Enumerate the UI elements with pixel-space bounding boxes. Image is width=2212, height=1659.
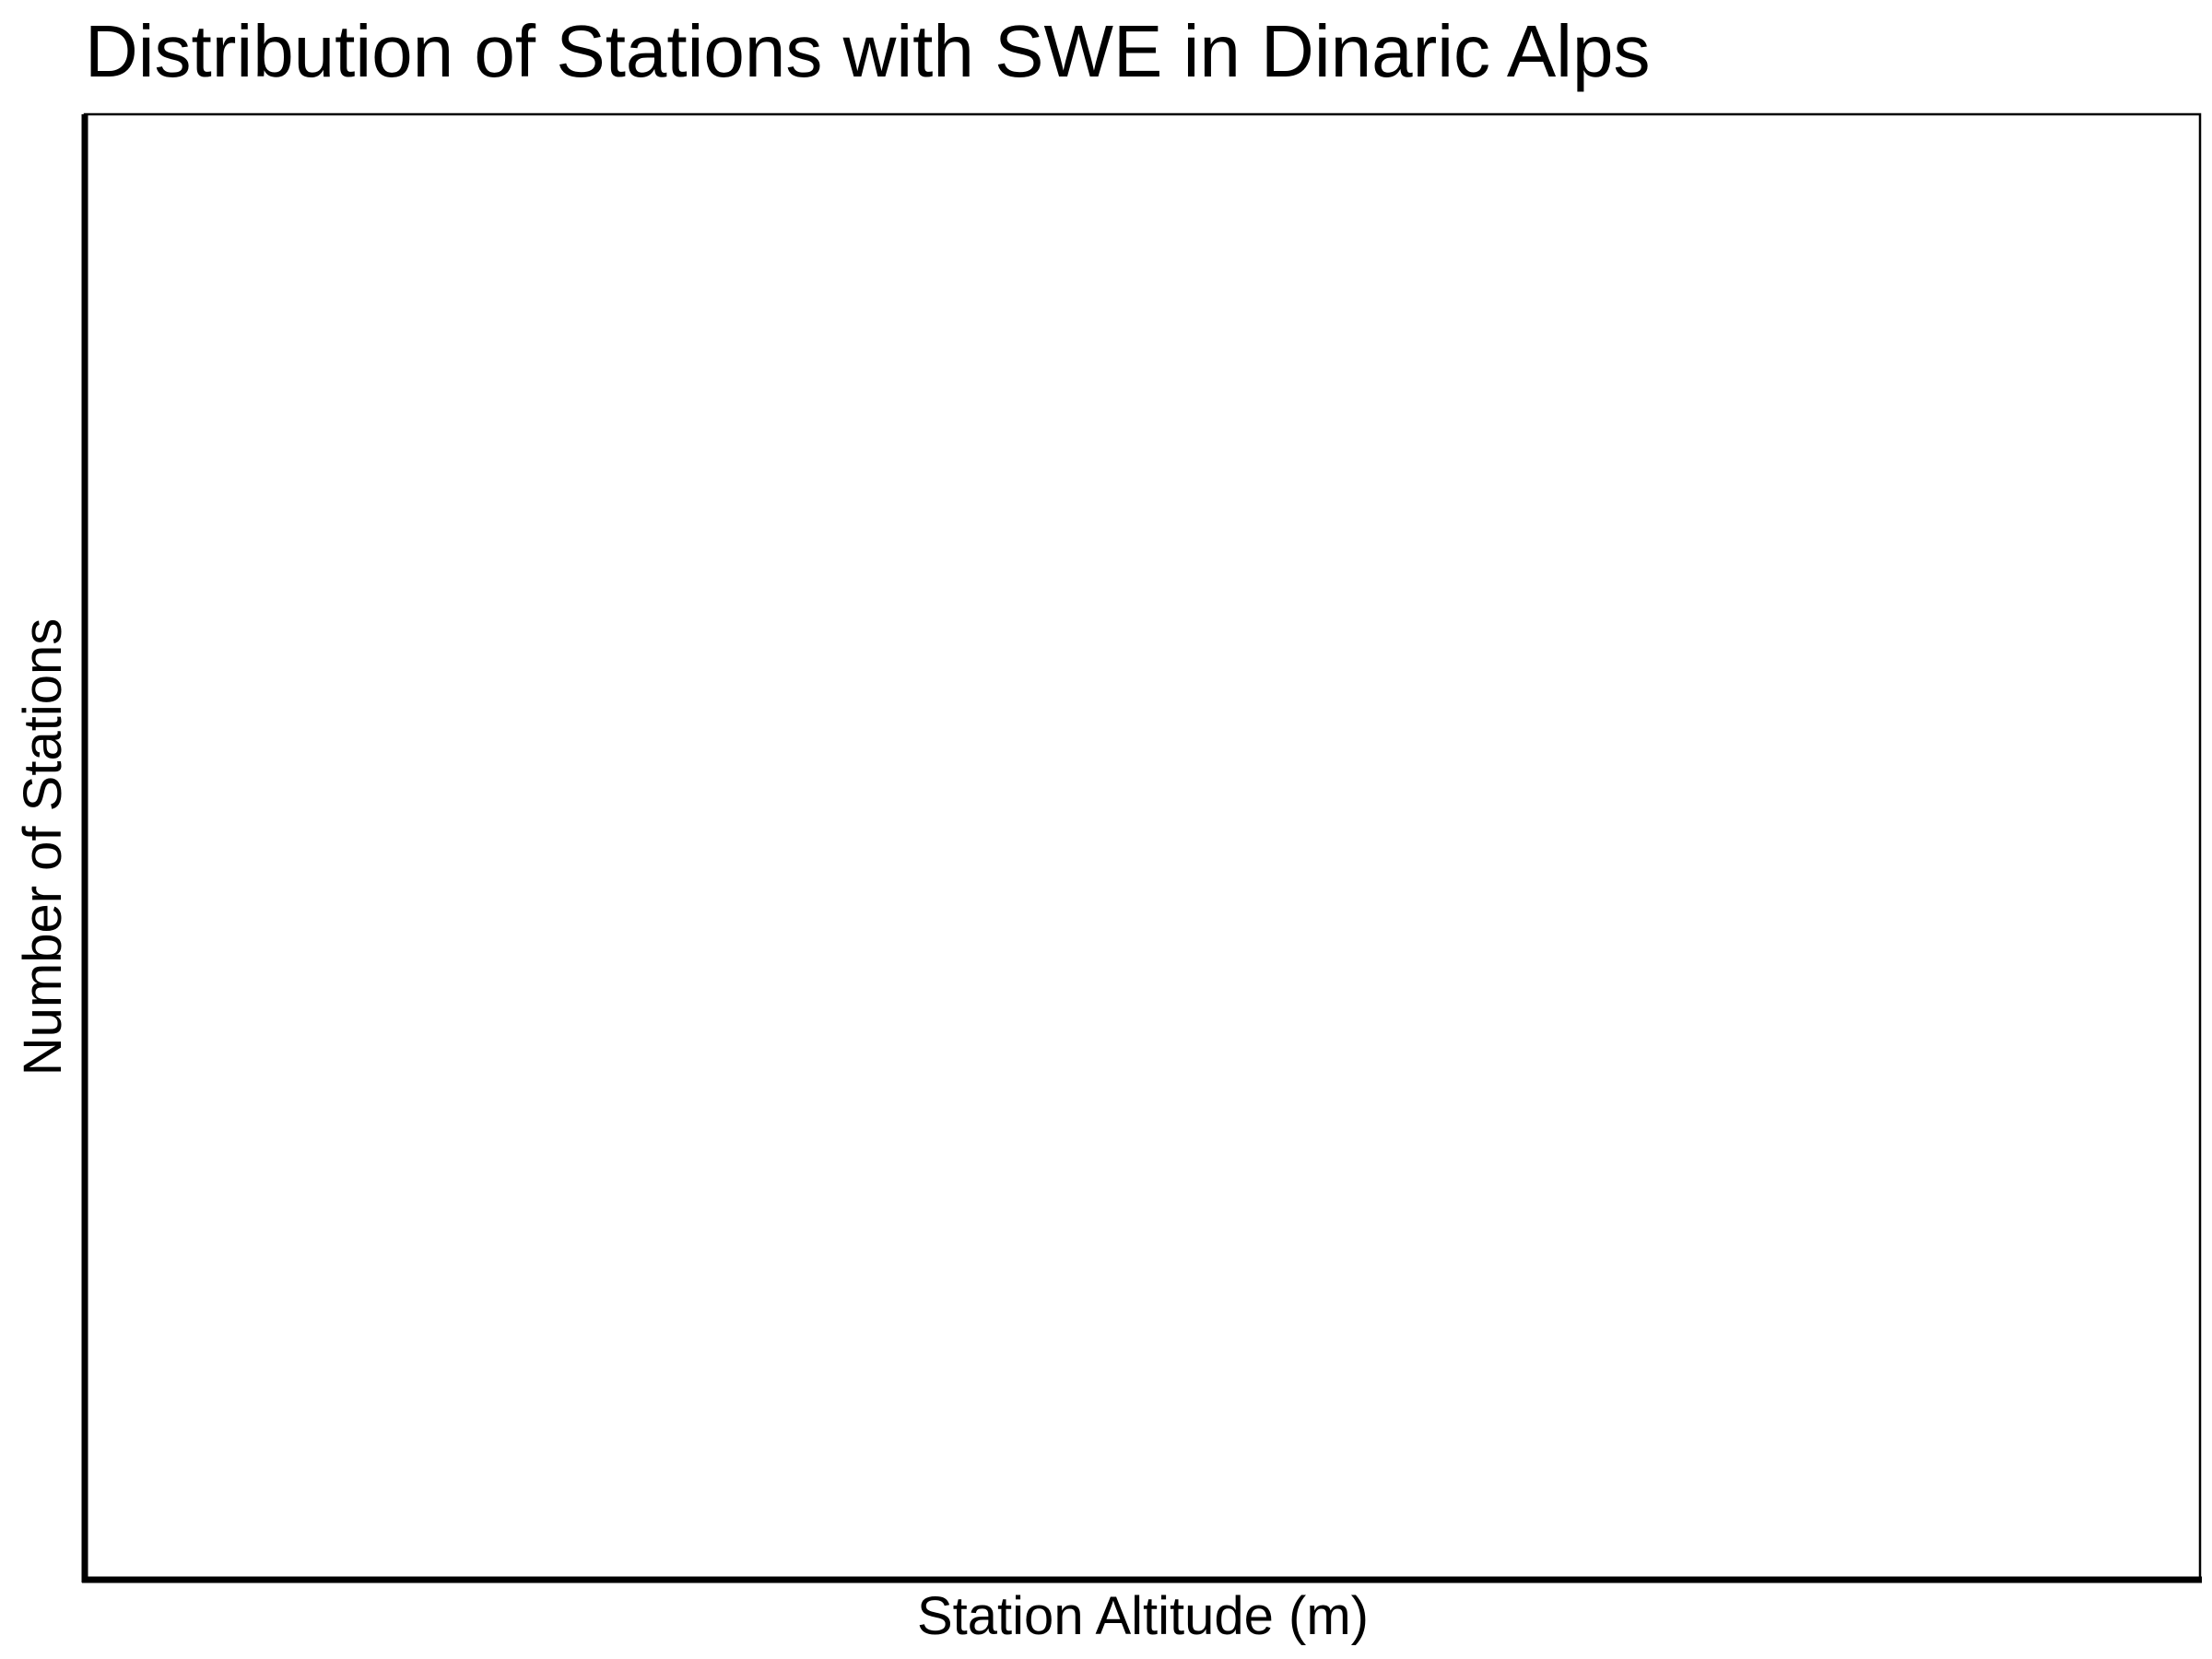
x-axis-label: Station Altitude (m) xyxy=(917,1586,1369,1646)
plot-area-frame xyxy=(83,112,2202,1582)
chart-title: Distribution of Stations with SWE in Din… xyxy=(85,10,1650,92)
y-axis-label: Number of Stations xyxy=(13,618,73,1076)
